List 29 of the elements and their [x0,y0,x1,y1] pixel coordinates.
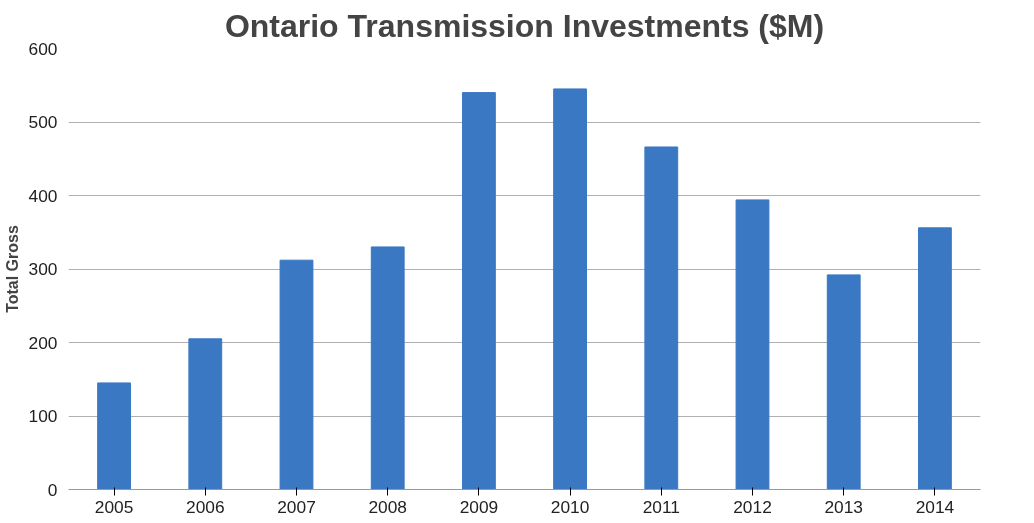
x-tick-label: 2006 [186,496,225,517]
bar [461,92,496,490]
bar [917,227,952,490]
y-tick-label: 100 [28,406,58,426]
x-tick-label: 2005 [94,496,134,517]
chart-title: Ontario Transmission Investments ($M) [224,7,825,44]
bar [644,146,679,490]
bar [735,199,770,490]
bar [370,246,405,490]
y-tick-label: 0 [47,479,58,500]
x-tick-label: 2009 [459,496,499,517]
x-tick-label: 2013 [824,496,863,517]
y-tick-label: 200 [28,332,58,353]
x-tick-label: 2010 [550,496,590,517]
bar [188,338,223,490]
x-tick-label: 2014 [915,496,955,517]
bar [826,274,861,490]
y-tick-label: 600 [28,38,58,59]
bar [279,259,314,490]
y-tick-label: 400 [28,185,58,206]
y-tick-label: 300 [28,259,58,279]
bar [553,88,588,490]
x-tick-label: 2008 [368,496,407,517]
y-tick-label: 500 [28,112,58,132]
x-tick-label: 2012 [733,496,772,517]
x-tick-label: 2007 [277,496,316,517]
bar [97,382,132,490]
y-axis-title: Total Gross [3,225,21,313]
x-tick-label: 2011 [642,496,680,517]
